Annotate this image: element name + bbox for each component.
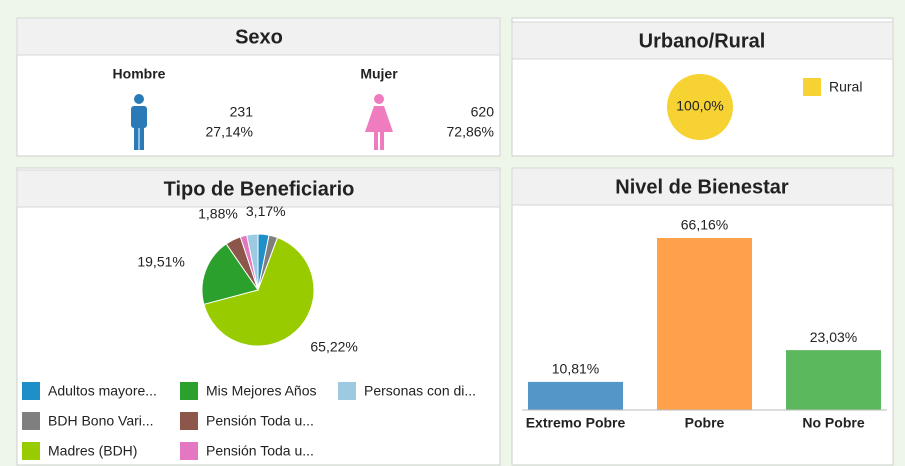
legend-label: BDH Bono Vari... [48,413,154,429]
legend-swatch [180,382,198,400]
legend-label: Pensión Toda u... [206,443,314,459]
pie-slice [667,74,733,140]
data-label: 23,03% [810,329,857,345]
legend-swatch [22,412,40,430]
mujer-count: 620 [471,104,495,120]
data-label: 1,88% [198,205,238,221]
legend-swatch [338,382,356,400]
data-label: 65,22% [310,338,357,354]
data-label: 10,81% [552,361,599,377]
bar [528,381,623,410]
x-tick-label: Pobre [685,415,725,431]
legend-swatch [22,382,40,400]
legend-label: Madres (BDH) [48,443,137,459]
x-tick-label: Extremo Pobre [526,415,626,431]
data-label: 19,51% [137,254,184,270]
legend-label: Adultos mayore... [48,383,157,399]
pie-slice [203,236,315,347]
female-icon [365,94,393,150]
panel-header [16,169,501,208]
panel-header [16,17,501,56]
legend-label: Pensión Toda u... [206,413,314,429]
x-tick-label: No Pobre [802,415,864,431]
pie-slice [246,233,259,291]
bar [786,350,881,410]
data-label: 66,16% [681,217,728,233]
legend-label: Mis Mejores Años [206,383,316,399]
mujer-label: Mujer [360,66,398,82]
hombre-count: 231 [230,104,254,120]
mujer-percent: 72,86% [447,124,494,140]
panel-title: Tipo de Beneficiario [164,178,355,200]
legend-label: Personas con di... [364,383,476,399]
panel-title: Urbano/Rural [639,30,766,52]
hombre-percent: 27,14% [206,124,253,140]
legend-label: Rural [829,79,862,95]
data-label: 3,17% [246,203,286,219]
panel-title: Sexo [235,26,283,48]
panel-header [511,167,894,206]
legend-swatch [803,78,821,96]
data-label: 100,0% [676,98,723,114]
legend-swatch [22,442,40,460]
pie-slice [201,243,259,305]
legend-swatch [180,442,198,460]
panel-header [511,21,894,60]
legend-swatch [180,412,198,430]
bar [657,238,752,410]
hombre-label: Hombre [113,66,166,82]
panel-title: Nivel de Bienestar [615,176,789,198]
male-icon [131,94,147,150]
